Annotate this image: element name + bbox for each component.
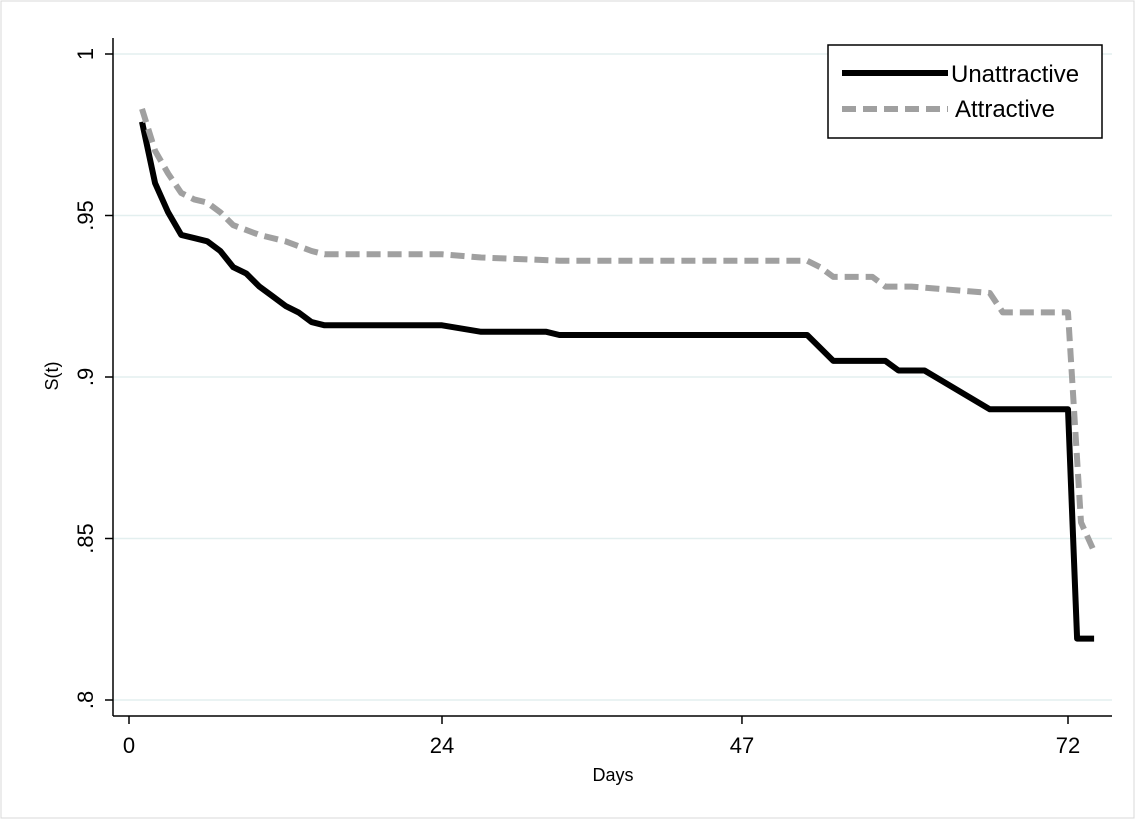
series-lines <box>139 108 1097 642</box>
series-line-attractive <box>139 108 1097 553</box>
x-axis-label: Days <box>592 765 633 785</box>
x-tick-label: 0 <box>123 733 135 758</box>
y-tick-label: .9 <box>73 368 98 386</box>
legend-label-unattractive: Unattractive <box>951 61 1079 88</box>
y-tick-label: 1 <box>73 48 98 60</box>
y-axis-ticks: .8 .85 .9 .95 1 <box>73 48 113 709</box>
y-tick-label: .85 <box>73 523 98 554</box>
legend-label-attractive: Attractive <box>955 96 1055 123</box>
series-line-unattractive <box>139 121 1095 642</box>
y-tick-label: .8 <box>73 691 98 709</box>
x-axis-ticks: 0 24 47 72 <box>123 716 1080 758</box>
x-tick-label: 24 <box>430 733 454 758</box>
y-tick-label: .95 <box>73 200 98 231</box>
x-tick-label: 47 <box>730 733 754 758</box>
legend-box <box>827 44 1103 139</box>
legend: Unattractive Attractive <box>827 44 1103 139</box>
x-tick-label: 72 <box>1056 733 1080 758</box>
y-axis-label: S(t) <box>42 362 62 391</box>
